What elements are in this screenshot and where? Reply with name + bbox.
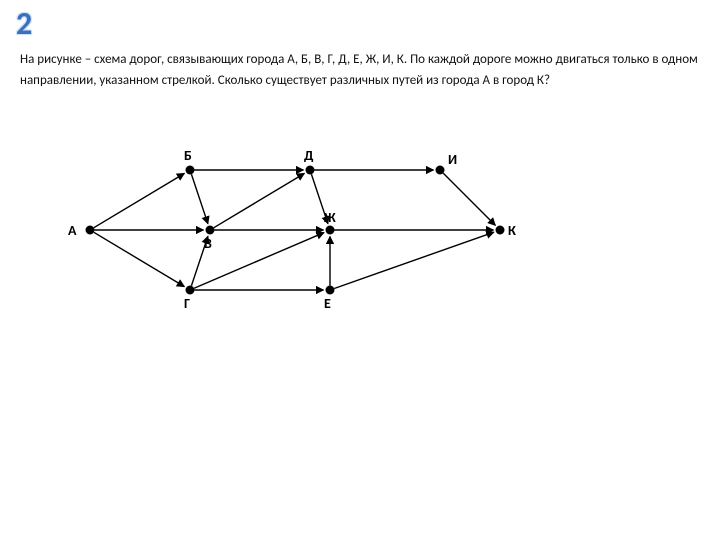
node-B: [186, 166, 195, 175]
node-label-G: Г: [184, 295, 190, 312]
edge-I-K: [443, 173, 495, 225]
node-label-ZH: Ж: [323, 209, 336, 226]
page-number: 2: [16, 4, 32, 43]
node-label-I: И: [448, 151, 457, 168]
node-label-K: К: [508, 222, 516, 239]
node-label-A: А: [68, 222, 77, 239]
node-label-B: Б: [184, 147, 192, 164]
edge-B-V: [191, 174, 208, 224]
node-V: [206, 226, 215, 235]
edge-V-D: [214, 173, 305, 227]
roads-diagram: А Б В Г Д Ж Е И К: [60, 130, 580, 330]
edge-G-ZH: [194, 233, 324, 289]
edge-A-B: [94, 173, 185, 227]
problem-text: На рисунке – схема дорог, связывающих го…: [20, 50, 700, 92]
edge-E-K: [334, 232, 494, 288]
node-D: [306, 166, 315, 175]
node-ZH: [326, 226, 335, 235]
node-G: [186, 286, 195, 295]
node-label-V: В: [204, 235, 212, 252]
edge-A-G: [94, 232, 185, 286]
node-I: [436, 166, 445, 175]
node-E: [326, 286, 335, 295]
node-label-D: Д: [304, 147, 314, 164]
node-label-E: Е: [324, 295, 331, 312]
node-A: [86, 226, 95, 235]
node-K: [496, 226, 505, 235]
